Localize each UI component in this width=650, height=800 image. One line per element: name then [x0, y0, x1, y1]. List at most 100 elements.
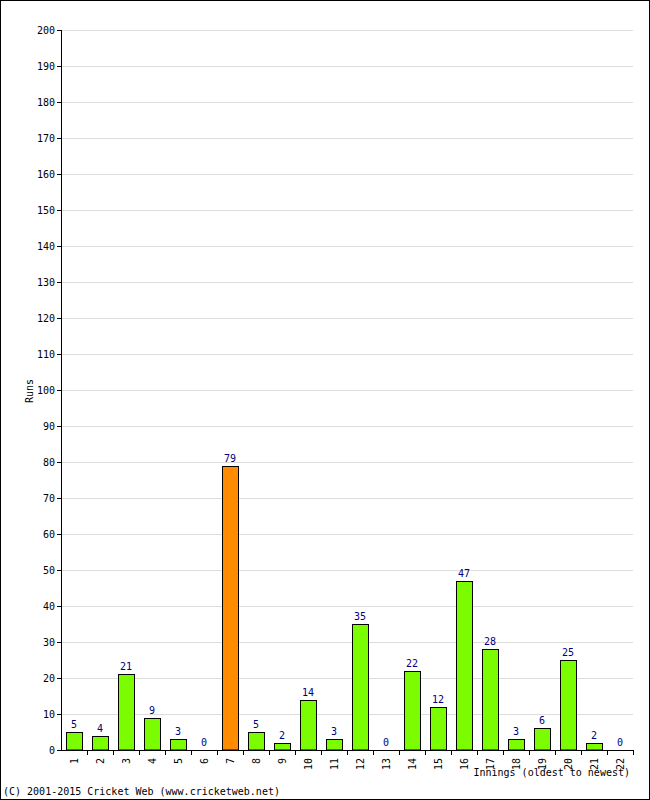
y-tick-label: 30: [43, 637, 55, 648]
y-tick-label: 180: [37, 97, 55, 108]
x-tick-label: 13: [381, 758, 392, 770]
x-axis-label: Innings (oldest to newest): [473, 767, 630, 778]
bar: [535, 729, 551, 751]
data-label: 21: [120, 661, 132, 672]
bar: [275, 744, 291, 751]
y-tick: [57, 66, 61, 67]
bar: [197, 750, 213, 751]
data-label: 3: [513, 726, 519, 737]
bar: [145, 719, 161, 751]
grid-line: [61, 318, 633, 319]
x-tick-label: 11: [329, 758, 340, 770]
data-label: 12: [432, 694, 444, 705]
grid-line: [61, 174, 633, 175]
bar: [457, 582, 473, 751]
y-axis-label: Runs: [24, 379, 35, 403]
y-tick-label: 70: [43, 493, 55, 504]
data-label: 22: [406, 658, 418, 669]
grid-line: [61, 570, 633, 571]
y-tick-label: 40: [43, 601, 55, 612]
y-tick: [57, 678, 61, 679]
y-tick-label: 110: [37, 349, 55, 360]
y-tick-label: 20: [43, 673, 55, 684]
grid-line: [61, 390, 633, 391]
y-tick: [57, 102, 61, 103]
x-tick-label: 5: [173, 758, 184, 764]
bar: [561, 661, 577, 751]
data-label: 3: [331, 726, 337, 737]
data-label: 5: [71, 719, 77, 730]
data-label: 2: [279, 730, 285, 741]
frame: [1, 1, 650, 800]
data-label: 9: [149, 705, 155, 716]
bars: [67, 467, 603, 751]
bar: [587, 744, 603, 751]
y-tick: [57, 642, 61, 643]
y-tick: [57, 534, 61, 535]
x-tick-label: 7: [225, 758, 236, 764]
y-tick-label: 0: [49, 745, 55, 756]
y-tick: [57, 390, 61, 391]
y-tick: [57, 354, 61, 355]
y-tick-label: 140: [37, 241, 55, 252]
y-tick-label: 50: [43, 565, 55, 576]
y-tick-label: 60: [43, 529, 55, 540]
bar: [223, 467, 239, 751]
bar: [353, 625, 369, 751]
grid-line: [61, 66, 633, 67]
bar: [67, 733, 83, 751]
bar: [119, 675, 135, 751]
y-axis: [61, 30, 62, 750]
data-label: 3: [175, 726, 181, 737]
x-tick-label: 10: [303, 758, 314, 770]
bar: [249, 733, 265, 751]
bar: [93, 737, 109, 751]
bar: [327, 740, 343, 751]
grid-line: [61, 354, 633, 355]
grid-line: [61, 678, 633, 679]
x-tick-label: 2: [95, 758, 106, 764]
data-label: 79: [224, 453, 236, 464]
y-tick-label: 160: [37, 169, 55, 180]
bar: [171, 740, 187, 751]
data-label: 28: [484, 636, 496, 647]
y-tick-label: 190: [37, 61, 55, 72]
grid-line: [61, 606, 633, 607]
data-label: 25: [562, 647, 574, 658]
data-label: 0: [201, 737, 207, 748]
y-tick-label: 90: [43, 421, 55, 432]
data-label: 5: [253, 719, 259, 730]
grid-line: [61, 30, 633, 31]
grid-line: [61, 138, 633, 139]
bar: [431, 708, 447, 751]
copyright: (C) 2001-2015 Cricket Web (www.cricketwe…: [3, 786, 280, 797]
grid-line: [61, 750, 633, 751]
data-label: 0: [617, 737, 623, 748]
chart-svg: 0102030405060708090100110120130140150160…: [0, 0, 650, 800]
bar: [405, 672, 421, 751]
x-tick-label: 1: [69, 758, 80, 764]
y-tick: [57, 30, 61, 31]
data-label: 14: [302, 687, 314, 698]
y-tick: [57, 138, 61, 139]
y-tick: [57, 498, 61, 499]
bar: [613, 750, 629, 751]
y-tick-label: 130: [37, 277, 55, 288]
x-tick-label: 3: [121, 758, 132, 764]
grid-line: [61, 210, 633, 211]
x-tick-label: 15: [433, 758, 444, 770]
data-label: 2: [591, 730, 597, 741]
y-tick: [57, 318, 61, 319]
data-label: 4: [97, 723, 103, 734]
grid-line: [61, 642, 633, 643]
data-label: 35: [354, 611, 366, 622]
x-tick-label: 8: [251, 758, 262, 764]
bar: [483, 650, 499, 751]
data-label: 6: [539, 715, 545, 726]
y-tick-label: 200: [37, 25, 55, 36]
y-tick: [57, 750, 61, 751]
x-tick-label: 6: [199, 758, 210, 764]
grid-line: [61, 102, 633, 103]
y-tick: [57, 210, 61, 211]
y-tick-label: 80: [43, 457, 55, 468]
